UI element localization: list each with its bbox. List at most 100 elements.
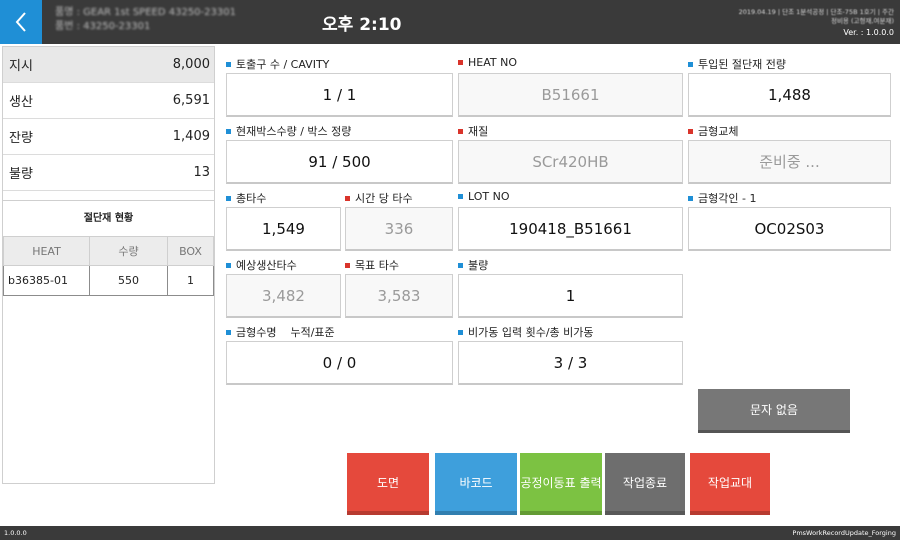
- status-bar: 1.0.0.0 PmsWorkRecordUpdate_Forging: [0, 526, 900, 540]
- label-target-shots: 목표 타수: [345, 257, 399, 273]
- blue-dot-icon: [688, 195, 693, 201]
- label-text: 시간 당 타수: [355, 192, 413, 205]
- message-button[interactable]: 문자 없음: [698, 389, 850, 433]
- summary-label: 잔량: [9, 131, 33, 146]
- label-box-qty: 현재박스수량 / 박스 정량: [226, 123, 351, 139]
- drawing-button[interactable]: 도면: [347, 453, 429, 515]
- cut-status-table: HEAT 수량 BOX b36385-01 550 1: [3, 236, 214, 296]
- label-total-shots: 총타수: [226, 190, 266, 206]
- blue-dot-icon: [458, 329, 463, 335]
- divider: [3, 191, 214, 201]
- label-text: 현재박스수량 / 박스 정량: [236, 125, 352, 138]
- summary-panel: 지시 8,000 생산 6,591 잔량 1,409 불량 13 절단재 현황 …: [2, 46, 215, 484]
- label-downtime: 비가동 입력 횟수/총 비가동: [458, 324, 594, 340]
- blue-dot-icon: [226, 262, 231, 268]
- summary-value: 6,591: [172, 93, 210, 108]
- target-shots-field: 3,583: [345, 274, 453, 318]
- label-text: 금형교체: [698, 125, 739, 138]
- summary-value: 1,409: [172, 129, 210, 144]
- cavity-field: 1 / 1: [226, 73, 453, 117]
- label-defect: 불량: [458, 257, 488, 273]
- input-weight-field: 1,488: [688, 73, 891, 117]
- chevron-left-icon: [15, 12, 26, 32]
- label-die-change: 금형교체: [688, 123, 738, 139]
- material-field: SCr420HB: [458, 140, 683, 184]
- summary-label: 생산: [9, 95, 33, 110]
- label-text: LOT NO: [468, 190, 510, 203]
- label-text: 금형수명 누적/표준: [236, 326, 335, 339]
- blue-dot-icon: [688, 61, 693, 67]
- footer-version: 1.0.0.0: [4, 529, 27, 537]
- summary-label: 불량: [9, 167, 33, 182]
- label-text: 토출구 수 / CAVITY: [236, 58, 330, 71]
- die-life-field: 0 / 0: [226, 341, 453, 385]
- cell-heat: b36385-01: [3, 265, 90, 296]
- product-info: 품명 : GEAR 1st SPEED 43250-23301 품번 : 432…: [55, 6, 236, 34]
- total-shots-field: 1,549: [226, 207, 341, 251]
- summary-value: 8,000: [172, 57, 210, 72]
- version-label: Ver. : 1.0.0.0: [843, 28, 894, 37]
- label-lot-no: LOT NO: [458, 190, 510, 203]
- column-header-box: BOX: [167, 236, 214, 266]
- summary-row-order: 지시 8,000: [3, 47, 214, 83]
- label-material: 재질: [458, 123, 488, 139]
- heat-no-field: B51661: [458, 73, 683, 117]
- cut-status-title: 절단재 현황: [83, 213, 134, 224]
- shift-change-button[interactable]: 작업교대: [690, 453, 770, 515]
- lot-no-field: 190418_B51661: [458, 207, 683, 251]
- red-dot-icon: [345, 262, 350, 268]
- blue-dot-icon: [226, 128, 231, 134]
- label-text: 불량: [468, 259, 489, 272]
- label-die-mark: 금형각인 - 1: [688, 190, 756, 206]
- expected-shots-field: 3,482: [226, 274, 341, 318]
- die-mark-field: OC02S03: [688, 207, 891, 251]
- blue-dot-icon: [226, 61, 231, 67]
- label-die-life: 금형수명 누적/표준: [226, 324, 335, 340]
- product-name: 품명 : GEAR 1st SPEED 43250-23301: [55, 7, 236, 18]
- product-number: 품번 : 43250-23301: [55, 21, 151, 32]
- label-text: 예상생산타수: [236, 259, 297, 272]
- summary-row-defect: 불량 13: [3, 155, 214, 191]
- label-text: 재질: [468, 125, 489, 138]
- top-bar: 품명 : GEAR 1st SPEED 43250-23301 품번 : 432…: [0, 0, 900, 44]
- table-row[interactable]: b36385-01 550 1: [3, 265, 214, 296]
- summary-label: 지시: [9, 59, 33, 74]
- print-move-ticket-button[interactable]: 공정이동표 출력: [520, 453, 602, 515]
- table-header-row: HEAT 수량 BOX: [3, 236, 214, 266]
- defect-field[interactable]: 1: [458, 274, 683, 318]
- red-dot-icon: [345, 195, 350, 201]
- shots-per-hour-field: 336: [345, 207, 453, 251]
- footer-screen-id: PmsWorkRecordUpdate_Forging: [792, 529, 896, 537]
- label-text: 투입된 절단재 전량: [698, 58, 786, 71]
- cell-qty: 550: [89, 265, 168, 296]
- blue-dot-icon: [458, 194, 463, 199]
- summary-value: 13: [193, 165, 210, 180]
- blue-dot-icon: [458, 262, 463, 268]
- column-header-heat: HEAT: [3, 236, 90, 266]
- label-heat-no: HEAT NO: [458, 56, 517, 69]
- red-dot-icon: [458, 60, 463, 65]
- clock: 오후 2:10: [322, 15, 402, 35]
- box-qty-field: 91 / 500: [226, 140, 453, 184]
- label-text: 목표 타수: [355, 259, 399, 272]
- end-work-button[interactable]: 작업종료: [605, 453, 685, 515]
- die-change-field[interactable]: 준비중 ...: [688, 140, 891, 184]
- summary-row-produced: 생산 6,591: [3, 83, 214, 119]
- label-shots-per-hour: 시간 당 타수: [345, 190, 413, 206]
- barcode-button[interactable]: 바코드: [435, 453, 517, 515]
- column-header-qty: 수량: [89, 236, 168, 266]
- label-text: 총타수: [236, 192, 267, 205]
- label-text: 비가동 입력 횟수/총 비가동: [468, 326, 594, 339]
- blue-dot-icon: [226, 329, 231, 335]
- label-input-weight: 투입된 절단재 전량: [688, 56, 786, 72]
- red-dot-icon: [688, 128, 693, 134]
- back-button[interactable]: [0, 0, 42, 44]
- label-cavity: 토출구 수 / CAVITY: [226, 56, 329, 72]
- summary-row-remaining: 잔량 1,409: [3, 119, 214, 155]
- system-info-line1: 2019.04.19 | 단조 1분석공정 | 단조-75B 1호기 | 주간: [738, 8, 894, 16]
- label-text: 금형각인 - 1: [698, 192, 757, 205]
- red-dot-icon: [458, 128, 463, 134]
- downtime-field[interactable]: 3 / 3: [458, 341, 683, 385]
- blue-dot-icon: [226, 195, 231, 201]
- cell-box: 1: [167, 265, 214, 296]
